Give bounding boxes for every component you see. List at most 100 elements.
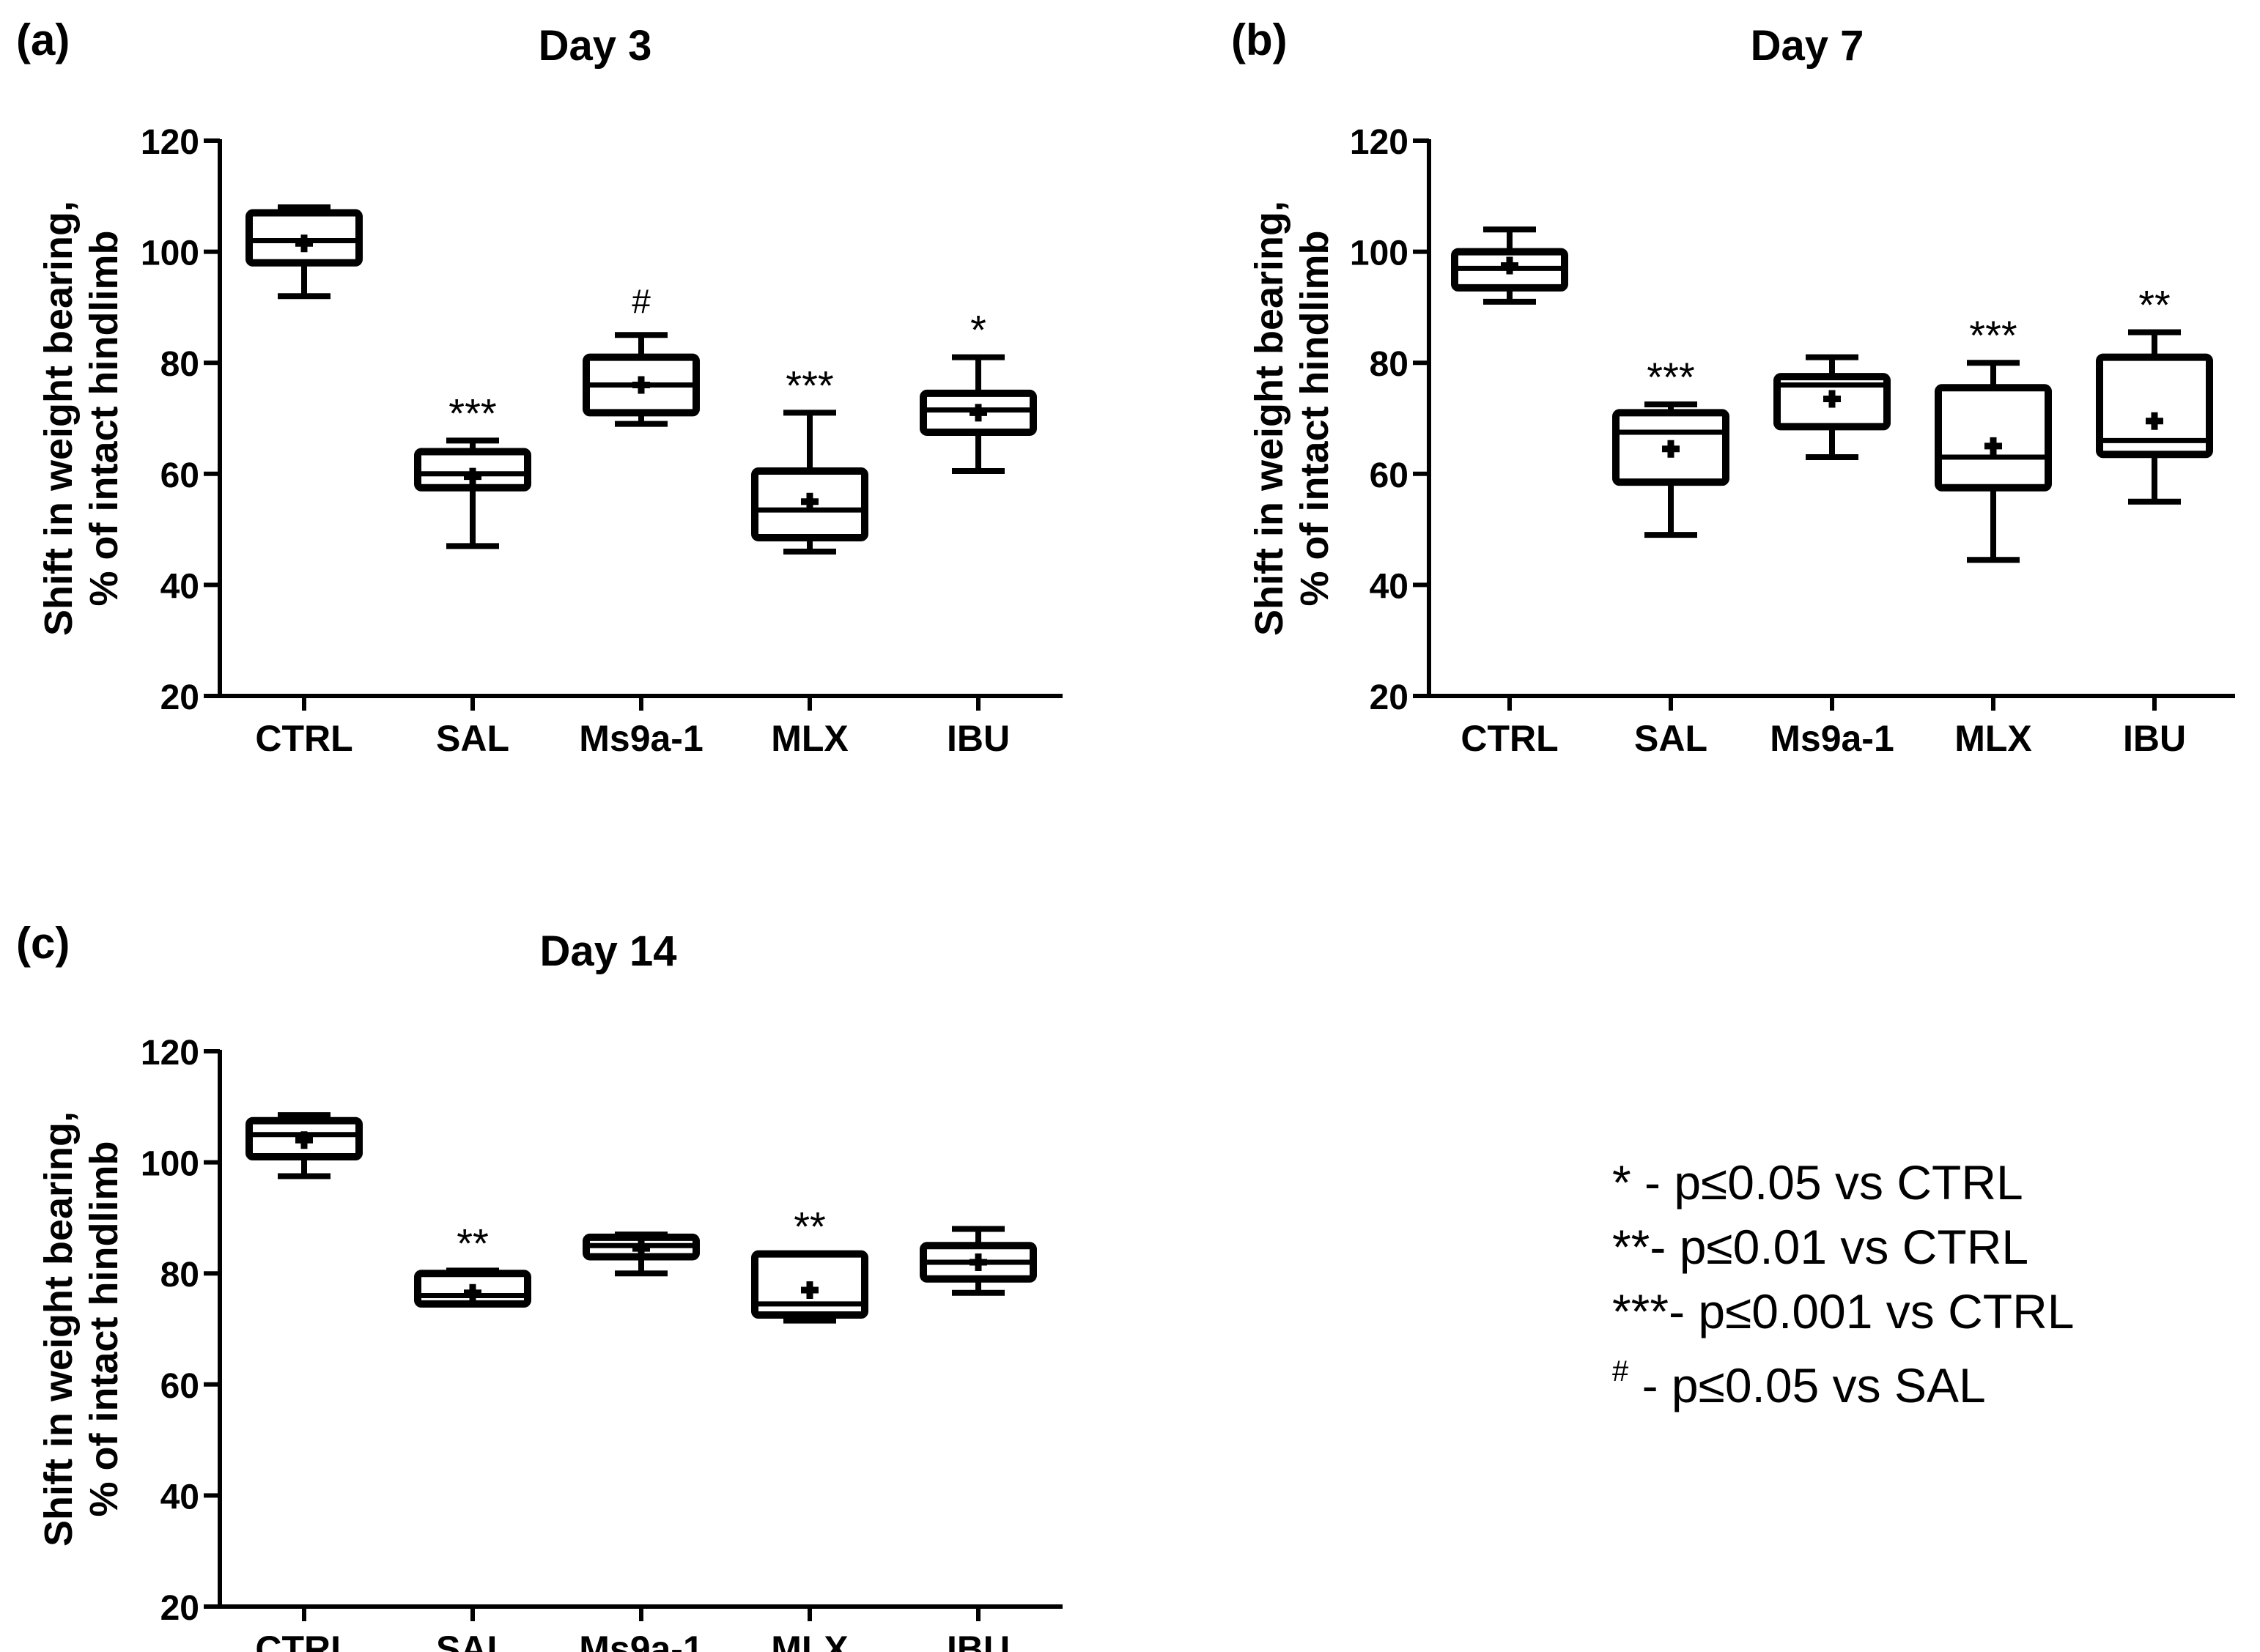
- chart-title: Day 3: [539, 22, 652, 70]
- box-mlx: ***: [1935, 312, 2052, 563]
- box-mlx: **: [751, 1204, 868, 1324]
- mean-marker: [632, 1240, 650, 1258]
- y-axis-label-line1: Shift in weight bearing,: [37, 201, 81, 636]
- box-ibu: **: [2096, 282, 2213, 505]
- y-tick-label: 80: [160, 1256, 199, 1294]
- box-iqr: [245, 1116, 363, 1161]
- x-tick-label: SAL: [436, 718, 509, 759]
- y-tick-label: 40: [1370, 567, 1408, 606]
- box-sal: **: [414, 1220, 531, 1308]
- mean-marker: [464, 1284, 481, 1302]
- x-tick-label: CTRL: [1460, 718, 1558, 759]
- mean-marker: [1501, 256, 1518, 275]
- box-iqr: [751, 467, 868, 541]
- significance-mark: **: [457, 1220, 489, 1266]
- y-tick-label: 40: [160, 1478, 199, 1516]
- box-iqr: [245, 209, 363, 267]
- legend-item-2: ***- p≤0.001 vs CTRL: [1612, 1279, 2075, 1344]
- x-tick-label: Ms9a-1: [579, 1629, 704, 1652]
- legend-symbol: #: [1612, 1355, 1629, 1388]
- chart-panel-2: (b) Day 7 Shift in weight bearing,% of int…: [1231, 15, 2235, 759]
- significance-mark: ***: [1969, 312, 2017, 358]
- mean-marker: [295, 1131, 313, 1149]
- box-ctrl: [1451, 226, 1568, 305]
- mean-marker: [801, 1281, 819, 1299]
- box-iqr: [1612, 409, 1729, 486]
- legend-symbol: **: [1612, 1220, 1650, 1274]
- x-tick-label: MLX: [771, 1629, 849, 1652]
- x-tick-label: MLX: [771, 718, 849, 759]
- significance-mark: ***: [786, 362, 833, 408]
- y-tick-label: 60: [1370, 456, 1408, 495]
- mean-marker: [1984, 437, 2002, 455]
- x-tick-label: CTRL: [255, 718, 352, 759]
- significance-mark: #: [632, 282, 651, 320]
- y-tick-label: 120: [141, 1034, 199, 1073]
- box-ms9a-1: [1773, 354, 1891, 461]
- box-ms9a-1: [583, 1231, 700, 1277]
- x-tick-label: Ms9a-1: [579, 718, 704, 759]
- y-axis-label-line2: % of intact hindlimb: [82, 1141, 126, 1517]
- box-ibu: *: [920, 307, 1037, 475]
- box-iqr: [1773, 373, 1891, 431]
- panel-label: (a): [16, 15, 70, 64]
- y-tick-label: 100: [141, 1145, 199, 1184]
- legend-symbol: *: [1612, 1155, 1631, 1210]
- box-iqr: [414, 448, 531, 492]
- legend-text: - p≤0.001 vs CTRL: [1669, 1284, 2075, 1338]
- significance-legend: * - p≤0.05 vs CTRL **- p≤0.01 vs CTRL **…: [1612, 1150, 2075, 1418]
- box-mlx: ***: [751, 362, 868, 555]
- y-axis-label-line1: Shift in weight bearing,: [1247, 201, 1291, 636]
- mean-marker: [295, 234, 313, 253]
- legend-item-1: **- p≤0.01 vs CTRL: [1612, 1215, 2075, 1279]
- chart-panel-1: (a) Day 3 Shift in weight bearing,% of int…: [16, 15, 1063, 759]
- box-iqr: [920, 389, 1037, 436]
- mean-marker: [801, 492, 819, 511]
- significance-mark: **: [2138, 282, 2171, 328]
- mean-marker: [464, 467, 481, 486]
- significance-mark: ***: [1647, 354, 1694, 400]
- significance-mark: *: [970, 307, 986, 353]
- y-tick-label: 100: [1350, 234, 1408, 273]
- y-tick-label: 120: [141, 123, 199, 162]
- legend-text: - p≤0.05 vs SAL: [1628, 1358, 1986, 1412]
- y-tick-label: 100: [141, 234, 199, 273]
- x-tick-label: SAL: [436, 1629, 509, 1652]
- box-ctrl: [245, 1112, 363, 1179]
- box-iqr: [2096, 353, 2213, 459]
- mean-marker: [1662, 440, 1680, 458]
- x-tick-label: Ms9a-1: [1770, 718, 1894, 759]
- mean-marker: [970, 404, 987, 422]
- significance-mark: **: [794, 1204, 826, 1250]
- box-sal: ***: [414, 390, 531, 549]
- x-tick-label: MLX: [1954, 718, 2032, 759]
- legend-item-0: * - p≤0.05 vs CTRL: [1612, 1150, 2075, 1215]
- x-tick-label: IBU: [947, 718, 1010, 759]
- legend-symbol: ***: [1612, 1284, 1669, 1338]
- legend-text: - p≤0.05 vs CTRL: [1631, 1155, 2023, 1210]
- panel-label: (b): [1231, 15, 1288, 64]
- chart-panel-3: (c) Day 14 Shift in weight bearing,% of in…: [16, 919, 1063, 1652]
- panel-label: (c): [16, 919, 70, 968]
- box-iqr: [414, 1270, 531, 1308]
- box-ibu: [920, 1226, 1037, 1296]
- y-tick-label: 20: [160, 678, 199, 717]
- y-tick-label: 120: [1350, 123, 1408, 162]
- y-axis-label-line2: % of intact hindlimb: [82, 231, 126, 607]
- box-iqr: [1935, 384, 2052, 492]
- x-tick-label: SAL: [1634, 718, 1707, 759]
- legend-text: - p≤0.01 vs CTRL: [1650, 1220, 2029, 1274]
- y-tick-label: 20: [1370, 678, 1408, 717]
- x-tick-label: CTRL: [255, 1629, 352, 1652]
- y-tick-label: 20: [160, 1589, 199, 1628]
- box-ctrl: [245, 204, 363, 300]
- mean-marker: [970, 1253, 987, 1272]
- box-ms9a-1: #: [583, 282, 700, 427]
- y-tick-label: 40: [160, 567, 199, 606]
- x-tick-label: IBU: [2123, 718, 2186, 759]
- y-tick-label: 60: [160, 456, 199, 495]
- chart-title: Day 14: [539, 927, 676, 975]
- mean-marker: [1823, 390, 1841, 408]
- mean-marker: [2146, 412, 2163, 430]
